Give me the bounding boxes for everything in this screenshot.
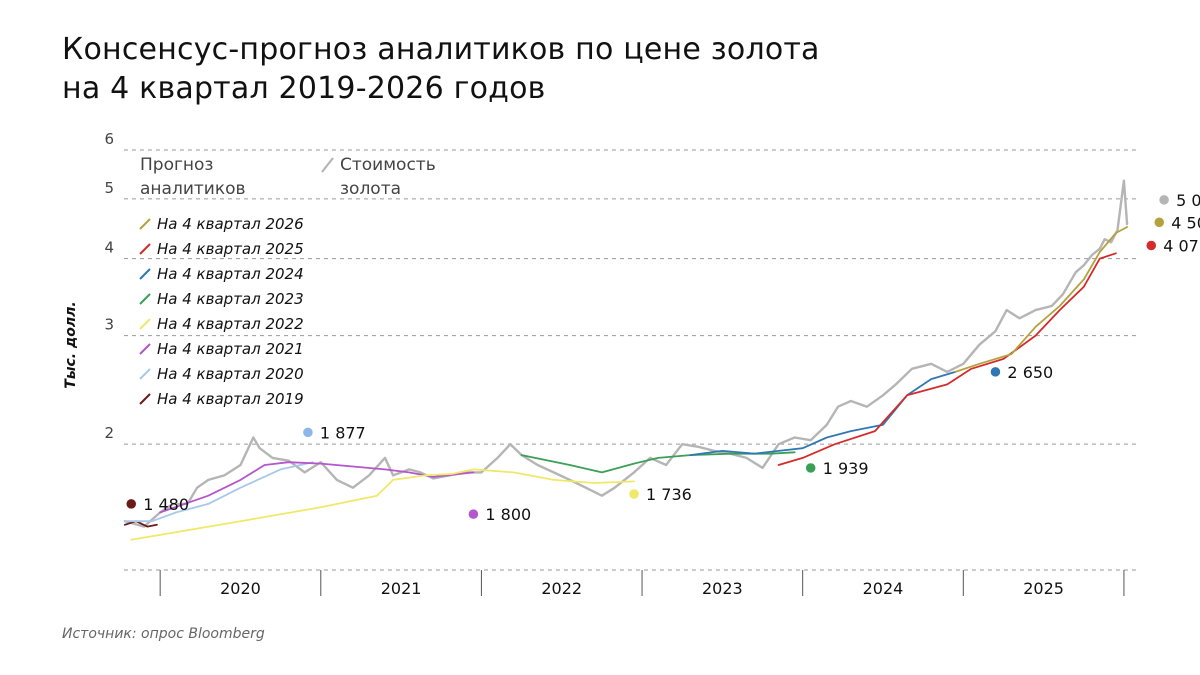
- y-tick-label: 2: [104, 424, 114, 442]
- endpoint-marker: [468, 508, 479, 520]
- legend-swatch: [139, 293, 151, 305]
- legend-swatch: [139, 268, 151, 280]
- endpoint-marker: [628, 488, 640, 500]
- title-line-1: Консенсус-прогноз аналитиков по цене зол…: [62, 32, 820, 67]
- endpoint-marker: [990, 366, 1001, 378]
- y-axis-label: Тыс. долл.: [63, 301, 79, 388]
- endpoint-value-label: 1 736: [646, 485, 692, 504]
- forecast-line-2025: [777, 252, 1117, 466]
- endpoint-marker: [805, 462, 816, 474]
- legend-forecast-header-line1: Прогноз аналитиков: [140, 155, 246, 199]
- y-tick-label: 5: [104, 179, 114, 197]
- forecast-line-2024: [689, 370, 957, 457]
- x-tick-label: 2022: [541, 579, 582, 598]
- endpoint-value-label: 5 039: [1176, 191, 1200, 210]
- legend-swatch: [139, 368, 151, 380]
- forecast-line-2022: [130, 468, 635, 541]
- legend-item-label: На 4 квартал 2026: [157, 215, 304, 233]
- x-tick-label: 2020: [220, 579, 261, 598]
- legend-swatch: [139, 218, 151, 230]
- legend-item-label: На 4 квартал 2019: [157, 390, 304, 408]
- legend-swatch: [139, 343, 151, 355]
- endpoint-marker: [1154, 217, 1165, 228]
- legend-item-label: На 4 квартал 2022: [157, 315, 304, 333]
- legend-item-label: На 4 квартал 2024: [157, 265, 304, 283]
- y-tick-label: 3: [104, 316, 114, 334]
- x-tick-label: 2025: [1023, 579, 1064, 598]
- endpoint-marker: [1158, 194, 1170, 206]
- x-tick-label: 2023: [702, 579, 743, 598]
- y-tick-label: 6: [104, 130, 114, 148]
- endpoint-value-label: 1 800: [485, 505, 531, 524]
- legend-item-label: На 4 квартал 2020: [157, 365, 304, 383]
- endpoint-marker: [125, 498, 137, 510]
- forecast-line-2026: [954, 226, 1128, 373]
- legend-price-swatch: [321, 157, 334, 173]
- legend-item-label: На 4 квартал 2023: [157, 290, 304, 308]
- legend-swatch: [139, 393, 151, 405]
- x-tick-label: 2021: [381, 579, 422, 598]
- endpoint-marker: [1145, 240, 1157, 251]
- chart-title: Консенсус-прогноз аналитиков по цене зол…: [62, 30, 820, 108]
- endpoint-value-label: 1 877: [320, 423, 366, 442]
- y-tick-label: 4: [104, 239, 114, 257]
- endpoint-value-label: 2 650: [1007, 363, 1053, 382]
- title-line-2: на 4 квартал 2019-2026 годов: [62, 71, 546, 106]
- legend-price-header: Стоимость золота: [340, 155, 436, 199]
- forecast-line-2019: [123, 520, 158, 528]
- legend-item-label: На 4 квартал 2021: [157, 340, 304, 358]
- x-tick-label: 2024: [863, 579, 904, 598]
- forecast-line-2020: [123, 461, 314, 523]
- endpoint-value-label: 1 480: [143, 495, 189, 514]
- endpoint-value-label: 4 077: [1163, 237, 1200, 256]
- source-note: Источник: опрос Bloomberg: [62, 626, 265, 642]
- legend-swatch: [139, 243, 151, 255]
- endpoint-value-label: 1 939: [823, 459, 869, 478]
- legend-swatch: [139, 318, 151, 330]
- legend-item-label: На 4 квартал 2025: [157, 240, 304, 258]
- endpoint-marker: [302, 427, 314, 438]
- endpoint-value-label: 4 500: [1171, 213, 1200, 232]
- forecast-line-2021: [159, 461, 475, 514]
- gold-price-line: [123, 179, 1129, 528]
